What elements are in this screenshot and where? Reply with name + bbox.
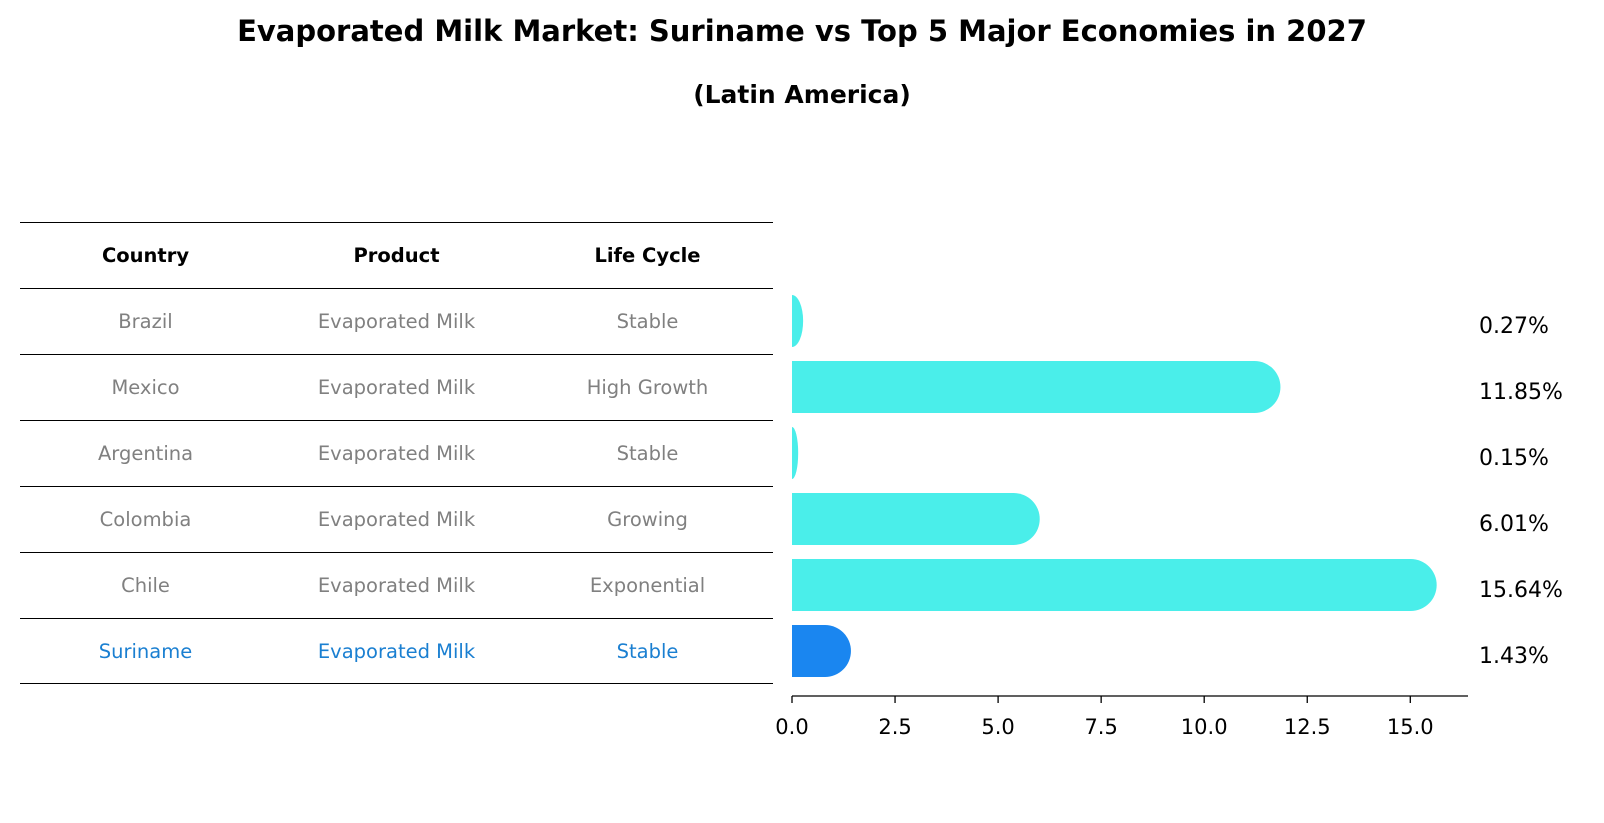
header-country: Country — [101, 244, 190, 267]
bar-colombia — [792, 493, 1040, 545]
table-row: Mexico Evaporated Milk High Growth — [20, 354, 773, 420]
table-row-highlight: Suriname Evaporated Milk Stable — [20, 618, 773, 684]
table-row: Argentina Evaporated Milk Stable — [20, 420, 773, 486]
cell-life-cycle: Growing — [607, 508, 688, 531]
x-tick-label: 0.0 — [775, 715, 808, 739]
cell-country: Argentina — [97, 442, 194, 465]
x-tick-label: 7.5 — [1084, 715, 1117, 739]
cell-product: Evaporated Milk — [317, 574, 476, 597]
cell-country: Suriname — [98, 639, 193, 663]
x-tick-label: 12.5 — [1284, 715, 1331, 739]
cell-country: Mexico — [111, 376, 180, 399]
data-table: Country Product Life Cycle Brazil Evapor… — [20, 222, 773, 684]
x-tick-label: 10.0 — [1181, 715, 1228, 739]
bar-chile — [792, 559, 1437, 611]
cell-country: Chile — [121, 574, 170, 597]
cell-life-cycle: High Growth — [586, 376, 709, 399]
chart-subtitle: (Latin America) — [693, 80, 911, 109]
table-row: Brazil Evaporated Milk Stable — [20, 288, 773, 354]
cell-product: Evaporated Milk — [317, 508, 476, 531]
cell-life-cycle: Stable — [616, 639, 679, 663]
chart-title: Evaporated Milk Market: Suriname vs Top … — [237, 14, 1367, 48]
cell-product: Evaporated Milk — [317, 442, 476, 465]
value-label-chile: 15.64% — [1479, 578, 1563, 603]
table-row: Chile Evaporated Milk Exponential — [20, 552, 773, 618]
bar-brazil — [792, 295, 804, 347]
cell-product: Evaporated Milk — [317, 310, 476, 333]
value-label-colombia: 6.01% — [1479, 512, 1549, 537]
bar-suriname — [792, 625, 851, 677]
table-row: Colombia Evaporated Milk Growing — [20, 486, 773, 552]
cell-life-cycle: Stable — [616, 310, 679, 333]
header-product: Product — [353, 244, 440, 267]
value-label-argentina: 0.15% — [1479, 446, 1549, 471]
header-life-cycle: Life Cycle — [594, 244, 701, 267]
cell-life-cycle: Exponential — [589, 574, 706, 597]
cell-product: Evaporated Milk — [317, 376, 476, 399]
x-tick-label: 5.0 — [981, 715, 1014, 739]
bar-mexico — [792, 361, 1281, 413]
x-tick-label: 2.5 — [878, 715, 911, 739]
table-header-row: Country Product Life Cycle — [20, 222, 773, 288]
value-label-suriname: 1.43% — [1479, 644, 1549, 669]
cell-country: Colombia — [99, 508, 192, 531]
cell-country: Brazil — [118, 310, 173, 333]
value-label-mexico: 11.85% — [1479, 380, 1563, 405]
x-tick-label: 15.0 — [1387, 715, 1434, 739]
bar-argentina — [792, 427, 799, 479]
value-label-brazil: 0.27% — [1479, 314, 1549, 339]
cell-life-cycle: Stable — [616, 442, 679, 465]
cell-product: Evaporated Milk — [317, 639, 476, 663]
